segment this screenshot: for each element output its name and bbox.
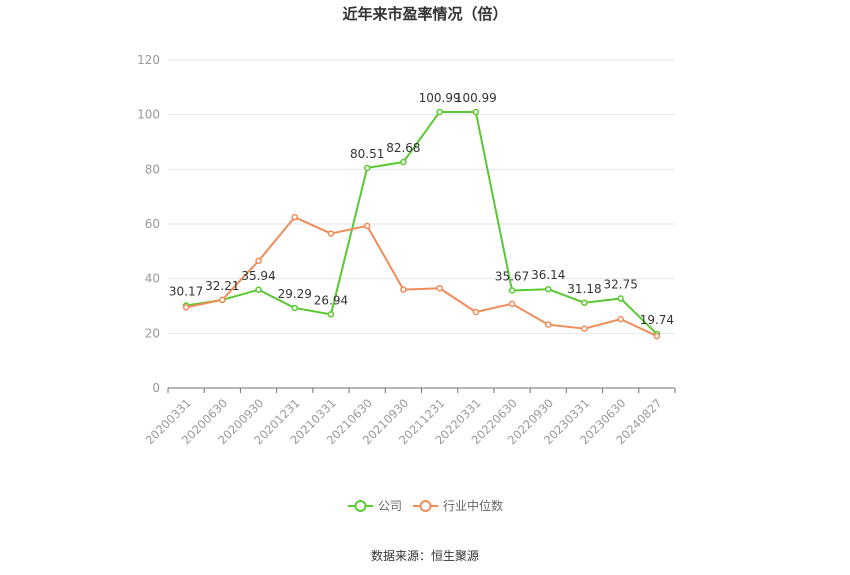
data-label: 19.74	[640, 313, 674, 327]
data-label: 29.29	[278, 287, 312, 301]
series-point-0	[508, 287, 516, 294]
legend-marker-icon	[419, 500, 432, 512]
data-label: 31.18	[567, 282, 601, 296]
series-point-1	[617, 315, 624, 323]
series-point-1	[327, 230, 335, 237]
series-point-1	[581, 325, 588, 332]
series-line-1	[185, 216, 658, 337]
data-label: 82.68	[386, 141, 420, 155]
data-label: 35.94	[241, 269, 275, 283]
legend-item-1[interactable]: 行业中位数	[413, 498, 503, 513]
grid-lines	[168, 59, 675, 334]
axes: 0204060801001202020033120200630202009302…	[137, 53, 676, 447]
y-tick-label: 20	[145, 326, 160, 340]
series-point-1	[472, 308, 480, 316]
series-point-1	[219, 296, 226, 303]
data-label: 36.14	[531, 268, 565, 282]
legend-label: 公司	[378, 499, 402, 513]
series-point-0	[581, 299, 588, 307]
data-label: 32.75	[603, 277, 637, 291]
series-point-1	[508, 300, 516, 308]
chart-title: 近年来市盈率情况（倍）	[342, 5, 507, 23]
legend-label: 行业中位数	[443, 498, 503, 513]
data-label: 30.17	[169, 285, 203, 299]
series-point-0	[327, 311, 335, 318]
series-point-1	[255, 257, 262, 265]
series-line-0	[185, 110, 658, 335]
series-point-0	[472, 108, 480, 116]
series-point-1	[436, 284, 443, 292]
legend[interactable]: 公司 行业中位数	[348, 498, 503, 513]
y-tick-label: 120	[137, 53, 160, 67]
series-point-1	[653, 332, 661, 340]
data-label: 26.94	[314, 293, 348, 307]
y-tick-label: 0	[152, 381, 160, 395]
series-point-1	[182, 304, 190, 311]
y-tick-label: 80	[145, 162, 160, 176]
data-label: 100.99	[455, 91, 497, 105]
data-source-note: 数据来源：恒生聚源	[371, 548, 479, 563]
series-point-0	[617, 295, 624, 302]
y-tick-label: 40	[145, 272, 160, 286]
series-point-0	[363, 164, 371, 172]
series-point-0	[291, 304, 298, 312]
y-tick-label: 60	[145, 217, 160, 231]
data-label: 100.99	[419, 91, 461, 105]
data-label: 35.67	[495, 270, 529, 284]
series-point-0	[545, 285, 552, 293]
series-point-0	[400, 158, 407, 166]
series-point-0	[436, 108, 443, 116]
series-point-1	[545, 321, 552, 328]
series-point-1	[400, 286, 407, 293]
series-lines	[182, 108, 661, 340]
data-label: 32.21	[205, 279, 239, 293]
series-point-1	[363, 222, 371, 230]
series-point-1	[291, 213, 298, 221]
legend-item-0[interactable]: 公司	[348, 499, 402, 513]
data-label: 80.51	[350, 147, 384, 161]
legend-marker-icon	[354, 500, 367, 512]
series-point-0	[255, 286, 262, 294]
y-tick-label: 100	[137, 108, 160, 122]
